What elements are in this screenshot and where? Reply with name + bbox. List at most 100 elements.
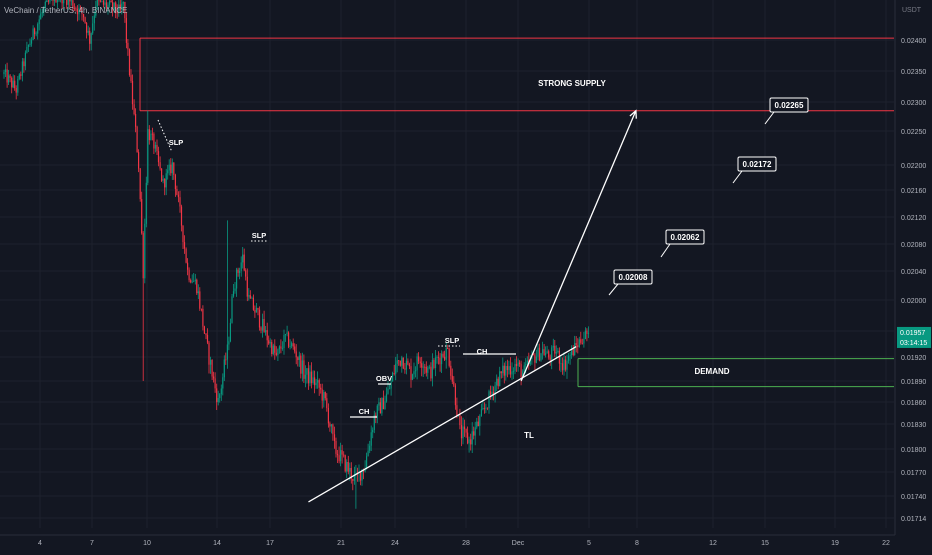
candle-body xyxy=(421,363,422,367)
candle-body xyxy=(202,309,203,327)
bar-countdown-label: 03:14:15 xyxy=(900,340,927,347)
structure-dotted-line xyxy=(158,120,172,152)
candle-body xyxy=(179,197,180,206)
candle-body xyxy=(31,40,32,44)
candle-body xyxy=(346,462,347,471)
candle-body xyxy=(407,361,408,365)
candle-body xyxy=(163,179,164,181)
candle-body xyxy=(383,398,384,409)
candle-body xyxy=(196,280,197,293)
price-tick-label: 0.02200 xyxy=(901,163,926,170)
target-callout[interactable]: 0.02172 xyxy=(733,157,776,183)
candle-body xyxy=(230,323,231,341)
candle-body xyxy=(332,425,333,435)
structure-label: SLP xyxy=(445,336,460,345)
candle-body xyxy=(36,34,37,35)
candle-body xyxy=(504,366,505,376)
candle-body xyxy=(562,363,563,370)
candle-body xyxy=(123,2,124,4)
candle-body xyxy=(218,398,219,402)
time-tick-label: 21 xyxy=(337,540,345,547)
candle-body xyxy=(360,472,361,481)
price-tick-label: 0.02000 xyxy=(901,298,926,305)
candle-body xyxy=(85,17,86,23)
candle-body xyxy=(37,24,38,33)
candle-body xyxy=(513,371,514,372)
candle-body xyxy=(568,356,569,361)
candle-body xyxy=(469,439,470,443)
time-tick-label: 28 xyxy=(462,540,470,547)
candle-body xyxy=(511,371,512,374)
candle-body xyxy=(542,349,543,353)
candle-body xyxy=(170,165,171,174)
candle-body xyxy=(253,298,254,310)
candle-body xyxy=(466,429,467,433)
candle-body xyxy=(496,379,497,386)
candle-body xyxy=(409,365,410,367)
target-callout[interactable]: 0.02008 xyxy=(609,270,652,295)
candle-body xyxy=(384,401,385,409)
candle-body xyxy=(187,263,188,270)
candle-body xyxy=(270,342,271,343)
candle-body xyxy=(216,388,217,402)
candle-body xyxy=(260,328,261,331)
candle-body xyxy=(467,433,468,444)
structure-label: SLP xyxy=(169,138,184,147)
candle-body xyxy=(210,360,211,365)
candle-body xyxy=(169,165,170,171)
callout-pointer xyxy=(765,112,774,124)
candle-body xyxy=(484,408,485,409)
candle-body xyxy=(239,271,240,273)
candle-body xyxy=(244,255,245,271)
candle-body xyxy=(156,145,157,151)
candle-body xyxy=(563,360,564,371)
candle-body xyxy=(429,367,430,368)
candle-body xyxy=(586,331,587,334)
candle-body xyxy=(13,81,14,88)
candle-body xyxy=(540,353,541,360)
price-axis[interactable]: USDT0.024000.023500.023000.022500.022000… xyxy=(895,0,932,550)
candle-body xyxy=(348,462,349,472)
candle-body xyxy=(150,134,151,140)
candle-body xyxy=(29,44,30,45)
candle-body xyxy=(420,362,421,364)
price-tick-label: 0.01860 xyxy=(901,400,926,407)
candle-body xyxy=(461,425,462,438)
candle-body xyxy=(450,366,451,376)
candle-body xyxy=(481,409,482,416)
price-tick-label: 0.02350 xyxy=(901,69,926,76)
candle-body xyxy=(314,377,315,385)
candle-body xyxy=(309,372,310,384)
candle-body xyxy=(508,366,509,370)
target-callout[interactable]: 0.02265 xyxy=(765,98,808,124)
callout-pointer xyxy=(609,284,618,295)
candle-body xyxy=(294,347,295,352)
time-tick-label: 19 xyxy=(831,540,839,547)
candle-body xyxy=(10,75,11,77)
grid xyxy=(0,0,894,528)
projection-arrow-line xyxy=(521,111,636,381)
price-tick-label: 0.02300 xyxy=(901,100,926,107)
candle-body xyxy=(580,339,581,343)
candle-body xyxy=(140,169,141,200)
candle-body xyxy=(166,173,167,187)
candle-body xyxy=(228,341,229,344)
price-tick-label: 0.01830 xyxy=(901,422,926,429)
candle-body xyxy=(507,366,508,370)
candle-body xyxy=(88,31,89,33)
candle-body xyxy=(583,339,584,344)
time-tick-label: 10 xyxy=(143,540,151,547)
candle-body xyxy=(334,434,335,441)
candle-body xyxy=(186,249,187,263)
target-callout[interactable]: 0.02062 xyxy=(661,230,704,257)
candle-body xyxy=(472,431,473,444)
candle-body xyxy=(345,455,346,471)
candle-body xyxy=(7,69,8,82)
candle-body xyxy=(164,179,165,188)
candle-body xyxy=(161,169,162,181)
candle-body xyxy=(371,432,372,445)
candle-body xyxy=(219,394,220,398)
